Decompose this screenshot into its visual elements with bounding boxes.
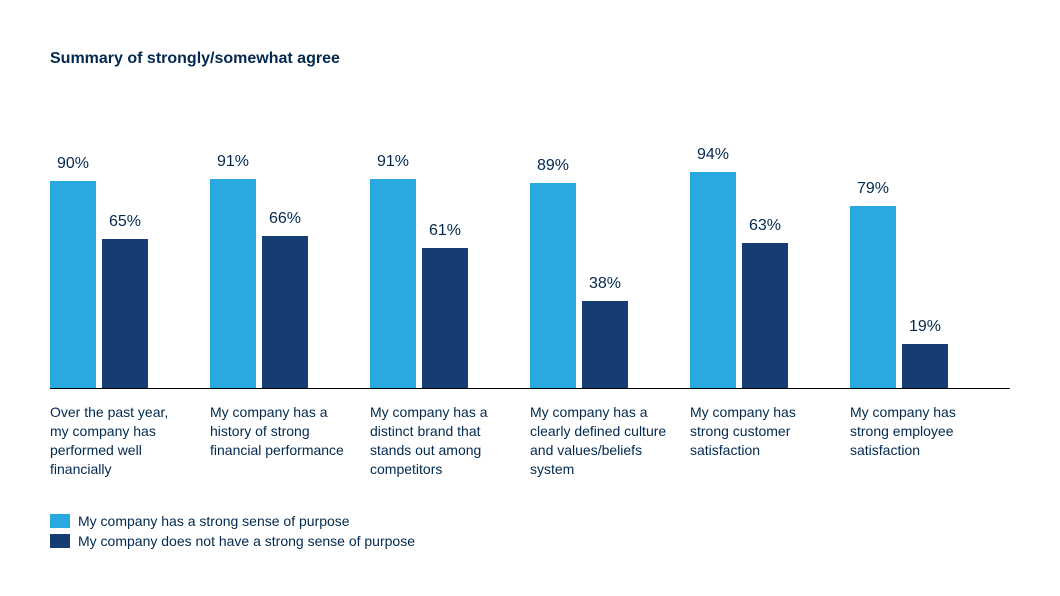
bar-value-label: 89% bbox=[530, 157, 576, 175]
bar-value-label: 91% bbox=[210, 153, 256, 171]
bar-group: 91% 61% bbox=[370, 158, 530, 388]
bar-weak: 61% bbox=[422, 158, 468, 388]
bar-weak: 66% bbox=[262, 158, 308, 388]
category-labels-row: Over the past year, my company has perfo… bbox=[50, 403, 1010, 479]
legend-label: My company has a strong sense of purpose bbox=[78, 513, 350, 529]
bar-strong: 90% bbox=[50, 158, 96, 388]
bar-value-label: 63% bbox=[742, 217, 788, 235]
legend-swatch bbox=[50, 534, 70, 548]
bar-value-label: 94% bbox=[690, 146, 736, 164]
category-label: Over the past year, my company has perfo… bbox=[50, 403, 210, 479]
category-label: My company has a history of strong finan… bbox=[210, 403, 370, 479]
chart-legend: My company has a strong sense of purpose… bbox=[50, 513, 1010, 549]
bar-group: 91% 66% bbox=[210, 158, 370, 388]
legend-swatch bbox=[50, 514, 70, 528]
bar-value-label: 79% bbox=[850, 180, 896, 198]
bar-weak: 63% bbox=[742, 158, 788, 388]
bar-group: 94% 63% bbox=[690, 158, 850, 388]
category-label: My company has a clearly defined culture… bbox=[530, 403, 690, 479]
legend-item: My company has a strong sense of purpose bbox=[50, 513, 1010, 529]
bar-strong: 79% bbox=[850, 158, 896, 388]
chart-page: Summary of strongly/somewhat agree 90% 65… bbox=[0, 0, 1060, 596]
bar-value-label: 65% bbox=[102, 213, 148, 231]
bar-value-label: 66% bbox=[262, 210, 308, 228]
bar-weak: 19% bbox=[902, 158, 948, 388]
bar-value-label: 19% bbox=[902, 318, 948, 336]
bar-value-label: 91% bbox=[370, 153, 416, 171]
category-label: My company has strong employee satisfact… bbox=[850, 403, 1010, 479]
bar-weak: 38% bbox=[582, 158, 628, 388]
legend-label: My company does not have a strong sense … bbox=[78, 533, 415, 549]
bar-group: 89% 38% bbox=[530, 158, 690, 388]
bar-value-label: 38% bbox=[582, 275, 628, 293]
bar-strong: 91% bbox=[370, 158, 416, 388]
legend-item: My company does not have a strong sense … bbox=[50, 533, 1010, 549]
bar-strong: 89% bbox=[530, 158, 576, 388]
bar-weak: 65% bbox=[102, 158, 148, 388]
chart-title: Summary of strongly/somewhat agree bbox=[50, 50, 1010, 68]
bar-value-label: 61% bbox=[422, 222, 468, 240]
bar-chart: 90% 65% 91% 66% 91% 61% 89% 38% 94% 63% 79% 19% bbox=[50, 108, 1010, 389]
bar-strong: 91% bbox=[210, 158, 256, 388]
category-label: My company has a distinct brand that sta… bbox=[370, 403, 530, 479]
bar-group: 90% 65% bbox=[50, 158, 210, 388]
bar-strong: 94% bbox=[690, 158, 736, 388]
category-label: My company has strong customer satisfact… bbox=[690, 403, 850, 479]
bar-group: 79% 19% bbox=[850, 158, 1010, 388]
bar-value-label: 90% bbox=[50, 155, 96, 173]
